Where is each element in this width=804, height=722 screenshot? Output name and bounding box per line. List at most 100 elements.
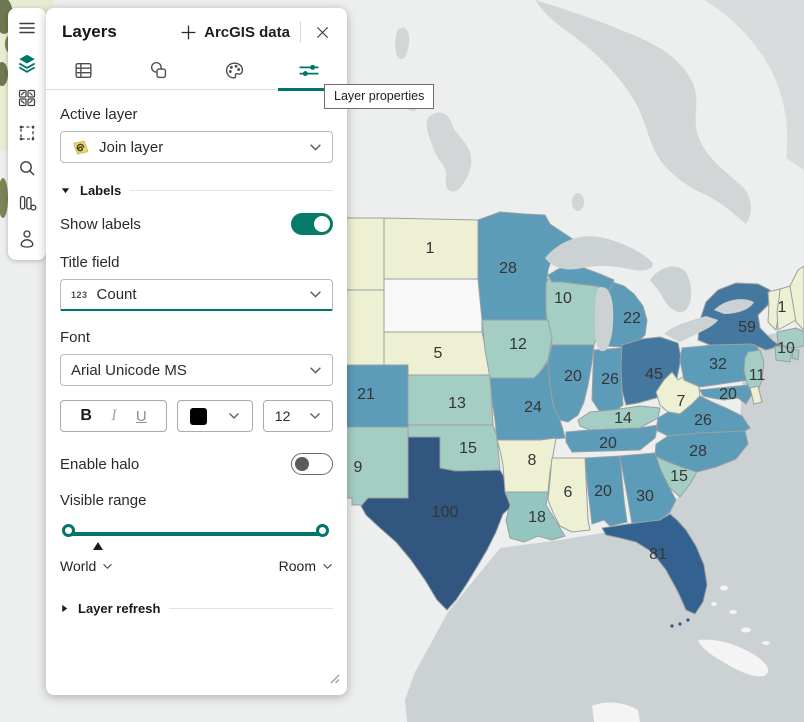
panel-tabs	[46, 52, 347, 90]
bold-button[interactable]: B	[80, 407, 92, 424]
state-count-label: 11	[749, 367, 766, 384]
panel-title: Layers	[62, 22, 117, 41]
state-count-label: 26	[694, 412, 712, 429]
visible-range-label: Visible range	[60, 492, 147, 509]
labels-section-title: Labels	[80, 183, 122, 198]
title-field-dropdown[interactable]: 123 Count	[60, 279, 333, 311]
active-layer-dropdown[interactable]: Join layer	[60, 131, 333, 163]
table-icon	[75, 62, 92, 79]
caret-down-icon	[61, 188, 70, 194]
enable-halo-label: Enable halo	[60, 455, 140, 473]
panel-content: Active layer Join layer Labels Show labe…	[46, 106, 347, 616]
close-icon[interactable]	[311, 21, 333, 43]
slider-handle-min[interactable]	[62, 524, 75, 537]
great-lakes	[545, 236, 754, 352]
italic-button[interactable]: I	[111, 407, 117, 424]
state-count-label: 10	[777, 340, 795, 357]
state-count-label: 7	[677, 393, 686, 410]
show-labels-toggle[interactable]	[291, 213, 333, 235]
menu-icon[interactable]	[16, 17, 38, 39]
current-scale-marker	[93, 542, 103, 550]
state-count-label: 8	[528, 452, 537, 469]
chevron-down-icon	[310, 413, 321, 419]
layer-properties-icon	[299, 64, 319, 77]
underline-button[interactable]: U	[135, 407, 147, 425]
charts-icon[interactable]	[16, 192, 38, 214]
state-count-label: 13	[448, 395, 466, 412]
visible-range-slider	[60, 523, 333, 550]
toggle-knob	[295, 456, 309, 471]
state-count-label: 30	[636, 488, 654, 505]
join-layer-icon	[73, 140, 89, 154]
bold-italic-underline-group: B I U	[60, 400, 167, 432]
show-labels-row: Show labels	[60, 213, 333, 235]
islands	[592, 585, 770, 722]
state-count-label: 26	[601, 371, 619, 388]
font-label: Font	[60, 329, 91, 346]
state-count-label: 59	[738, 319, 756, 336]
state-count-label: 24	[524, 399, 542, 416]
chevron-down-icon	[310, 366, 321, 374]
tab-shapes[interactable]	[121, 52, 196, 89]
range-max-label: Room	[278, 558, 316, 574]
layer-refresh-section-header[interactable]: Layer refresh	[60, 601, 333, 616]
section-divider	[169, 608, 333, 609]
range-min-dropdown[interactable]: World	[60, 558, 113, 574]
font-size-dropdown[interactable]: 12	[263, 400, 333, 432]
chevron-down-icon	[228, 413, 239, 419]
add-arcgis-data-button[interactable]: ArcGIS data	[180, 24, 290, 41]
tab-table[interactable]	[46, 52, 121, 89]
toggle-knob	[314, 216, 330, 232]
state-count-label: 6	[564, 484, 573, 501]
chevron-down-icon	[103, 563, 113, 569]
state-count-label: 15	[670, 468, 688, 485]
numeric-field-icon: 123	[71, 289, 88, 300]
state-count-label: 20	[594, 483, 612, 500]
font-size-value: 12	[274, 408, 291, 424]
font-dropdown[interactable]: Arial Unicode MS	[60, 354, 333, 386]
range-labels-row: World Room	[60, 558, 333, 574]
state-count-label: 32	[709, 356, 727, 373]
panel-resize-handle[interactable]	[329, 671, 340, 689]
state-count-label: 20	[564, 368, 582, 385]
tab-layer-properties[interactable]	[272, 52, 347, 89]
basemap-grid-icon[interactable]	[16, 87, 38, 109]
add-arcgis-data-label: ArcGIS data	[204, 23, 290, 41]
state-count-label: 12	[509, 336, 527, 353]
title-field-label: Title field	[60, 254, 120, 271]
profile-icon[interactable]	[16, 227, 38, 249]
state-count-label: 81	[649, 546, 667, 563]
font-color-picker[interactable]	[177, 400, 253, 432]
state-count-label: 15	[459, 440, 477, 457]
layer-refresh-title: Layer refresh	[78, 601, 161, 616]
show-labels-label: Show labels	[60, 215, 141, 233]
state-count-label: 20	[599, 435, 617, 452]
enable-halo-row: Enable halo	[60, 453, 333, 475]
ocean	[405, 328, 804, 722]
active-layer-label: Active layer	[60, 106, 138, 123]
state-count-label: 22	[623, 310, 641, 327]
select-marquee-icon[interactable]	[16, 122, 38, 144]
tab-style[interactable]	[197, 52, 272, 89]
font-value: Arial Unicode MS	[71, 361, 187, 379]
palette-icon	[225, 62, 243, 79]
slider-track[interactable]	[69, 532, 324, 536]
range-max-dropdown[interactable]: Room	[279, 558, 333, 574]
section-divider	[130, 190, 333, 191]
search-icon[interactable]	[16, 157, 38, 179]
slider-handle-max[interactable]	[316, 524, 329, 537]
app-toolbar	[8, 8, 46, 260]
caret-right-icon	[62, 604, 68, 613]
state-count-label: 1	[778, 299, 787, 316]
layers-panel: Layers ArcGIS data Active layer Join lay…	[46, 8, 347, 695]
state-count-label: 28	[499, 260, 517, 277]
active-layer-value: Join layer	[99, 138, 164, 156]
labels-section-header[interactable]: Labels	[60, 183, 333, 198]
us-states[interactable]	[339, 211, 804, 615]
layers-icon[interactable]	[16, 52, 38, 74]
state-count-label: 5	[434, 345, 443, 362]
state-count-label: 28	[689, 443, 707, 460]
enable-halo-toggle[interactable]	[291, 453, 333, 475]
color-swatch	[190, 407, 208, 425]
